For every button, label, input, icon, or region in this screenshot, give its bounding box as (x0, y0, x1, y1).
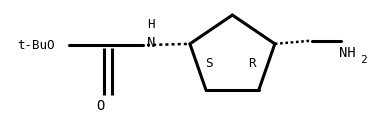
Text: H: H (147, 18, 154, 31)
Text: N: N (147, 36, 155, 50)
Text: NH: NH (339, 46, 356, 61)
Text: R: R (248, 57, 256, 70)
Text: O: O (96, 99, 104, 113)
Text: t-BuO: t-BuO (17, 39, 54, 52)
Text: S: S (205, 57, 213, 70)
Text: 2: 2 (361, 55, 367, 65)
